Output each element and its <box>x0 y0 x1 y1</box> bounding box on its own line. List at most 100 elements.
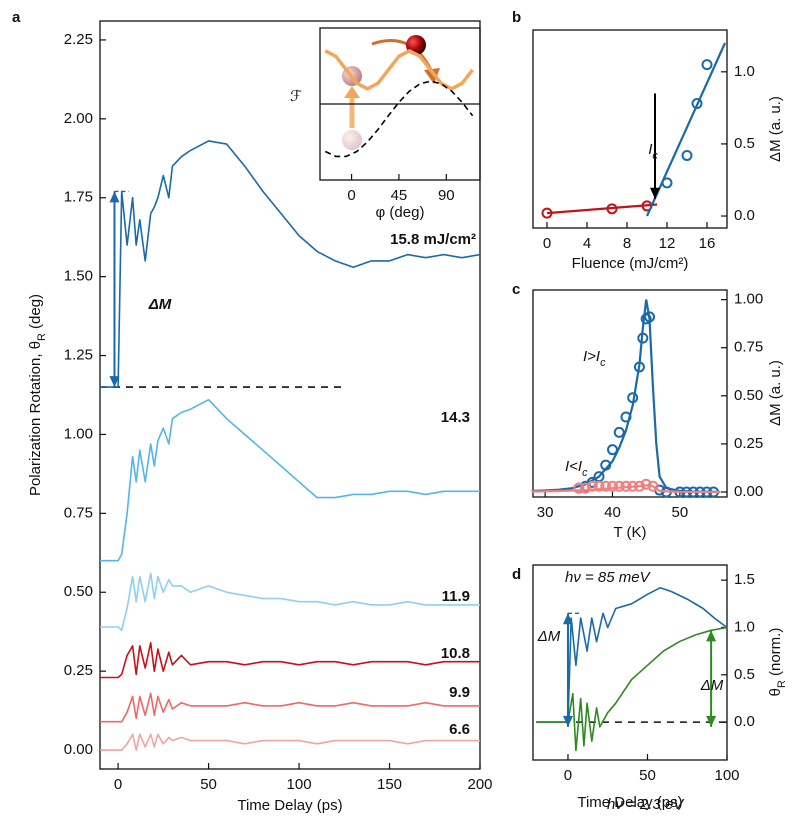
data-point <box>701 59 713 71</box>
x-tick-label: 100 <box>287 776 312 793</box>
series-label: 14.3 <box>441 409 470 426</box>
series-label: I>Ic <box>583 348 606 369</box>
series-line <box>536 586 728 723</box>
data-point <box>681 149 693 161</box>
plot-frame <box>532 289 728 498</box>
y-tick-label: 0.50 <box>64 583 93 600</box>
x-tick-label: 0 <box>347 187 355 204</box>
y-axis-title-part: (norm.) <box>767 628 784 681</box>
x-tick-label: 100 <box>714 767 739 784</box>
series-label-part: I<I <box>565 458 582 475</box>
y-tick-label: 0.25 <box>64 662 93 679</box>
x-tick-label: 45 <box>391 187 408 204</box>
data-point <box>661 177 673 189</box>
y-tick-label: 1.00 <box>64 425 93 442</box>
fit-line <box>546 203 658 215</box>
x-tick-label: 0 <box>114 776 122 793</box>
data-point <box>606 444 618 456</box>
arrow-head <box>706 630 717 642</box>
y-axis-title-part: R <box>776 680 788 688</box>
series-line <box>324 49 474 91</box>
y-tick-label: 1.75 <box>64 189 93 206</box>
series-line <box>100 642 480 679</box>
x-tick-label: 50 <box>200 776 217 793</box>
x-tick-label: 50 <box>639 767 656 784</box>
data-point <box>613 480 625 492</box>
series-label: 6.6 <box>449 721 470 738</box>
y-tick-label: 0.5 <box>734 666 755 683</box>
data-point <box>633 361 645 373</box>
plot-frame <box>99 20 481 770</box>
plot-frame <box>532 564 728 761</box>
arrow-head <box>706 715 717 727</box>
panel-letter: d <box>512 566 521 583</box>
y-tick-label: 0.50 <box>734 387 763 404</box>
panel-letter: c <box>512 281 520 298</box>
lift-arrow-head <box>344 86 360 98</box>
series-label-part: I>I <box>583 348 600 365</box>
x-tick-label: 0 <box>543 235 551 252</box>
y-axis-title-part: θ <box>767 688 784 696</box>
x-tick-label: 12 <box>659 235 676 252</box>
x-tick-label: 90 <box>438 187 455 204</box>
y-tick-label: 2.00 <box>64 110 93 127</box>
fit-line <box>645 42 727 217</box>
data-point <box>613 426 625 438</box>
y-tick-label: 0.00 <box>64 741 93 758</box>
series-line <box>100 733 480 751</box>
data-point <box>627 480 639 492</box>
x-axis-title: Time Delay (ps) <box>577 794 682 811</box>
x-axis-title: Time Delay (ps) <box>237 797 342 814</box>
data-point <box>644 311 656 323</box>
data-point <box>637 332 649 344</box>
y-tick-label: 0.0 <box>734 713 755 730</box>
x-tick-label: 0 <box>564 767 572 784</box>
series-line <box>324 80 474 158</box>
series-label-part: c <box>582 467 588 479</box>
x-tick-label: 50 <box>672 504 689 521</box>
series-line <box>536 626 728 752</box>
arrow-head <box>650 187 660 199</box>
y-tick-label: 1.50 <box>64 268 93 285</box>
data-point <box>606 480 618 492</box>
y-tick-label: 0.25 <box>734 435 763 452</box>
x-axis-title: φ (deg) <box>376 204 425 221</box>
data-point <box>620 411 632 423</box>
y-axis-title-part: Polarization Rotation, θ <box>27 341 44 496</box>
data-point <box>691 98 703 110</box>
annotation-label: ΔM <box>148 296 172 313</box>
y-tick-label: 0.75 <box>734 339 763 356</box>
plot-frame <box>532 29 728 229</box>
y-axis-title: ℱ <box>290 87 302 105</box>
x-tick-label: 40 <box>604 504 621 521</box>
inset-decor <box>342 35 440 150</box>
annotation-label: ΔM <box>537 628 561 645</box>
arrow-head <box>109 376 120 388</box>
y-axis-title-part: R <box>36 333 48 341</box>
data-point <box>606 203 618 215</box>
data-point <box>586 480 598 492</box>
series-label: 10.8 <box>441 645 470 662</box>
arrow-head <box>562 613 573 625</box>
annotation-label: Ic <box>648 141 658 162</box>
y-axis-title: Polarization Rotation, θR (deg) <box>27 294 48 496</box>
series-label-part: c <box>600 357 606 369</box>
annotation-label: ΔM <box>700 677 724 694</box>
data-point <box>573 482 585 494</box>
y-tick-label: 2.25 <box>64 31 93 48</box>
data-point <box>593 480 605 492</box>
arrow-head <box>109 191 120 203</box>
x-tick-label: 30 <box>537 504 554 521</box>
series-label: I<Ic <box>565 458 588 479</box>
arrow-head <box>562 715 573 727</box>
y-axis-title: ΔM (a. u.) <box>767 96 784 162</box>
x-tick-label: 16 <box>699 235 716 252</box>
y-tick-label: 1.5 <box>734 571 755 588</box>
series-label: 15.8 mJ/cm² <box>390 231 476 248</box>
data-point <box>541 207 553 219</box>
x-tick-label: 200 <box>467 776 492 793</box>
y-tick-label: 0.5 <box>734 135 755 152</box>
x-tick-label: 8 <box>623 235 631 252</box>
series-line <box>100 140 481 388</box>
